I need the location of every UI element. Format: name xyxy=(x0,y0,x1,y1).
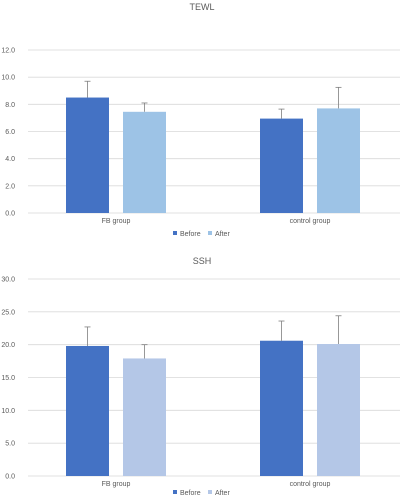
y-tick-label: 8.0 xyxy=(5,102,15,109)
legend-label-after: After xyxy=(215,490,230,497)
y-tick-label: 2.0 xyxy=(5,183,15,190)
bar-after-1 xyxy=(317,108,360,213)
legend-label-after: After xyxy=(215,231,230,238)
chart-tewl: TEWL 0.0 2.0 4.0 6.0 8.0 10.0 12.0 FB group contr… xyxy=(1,2,400,238)
y-tick-label: 30.0 xyxy=(1,277,15,284)
category-label: FB group xyxy=(102,218,131,225)
bar-before-1 xyxy=(260,340,303,476)
y-tick-label: 10.0 xyxy=(1,75,15,82)
y-tick-label: 25.0 xyxy=(1,309,15,316)
chart-ssh: SSH 0.0 5.0 10.0 15.0 20.0 25.0 30.0 FB group con… xyxy=(1,256,400,497)
bar-after-0 xyxy=(123,358,166,476)
y-tick-label: 15.0 xyxy=(1,375,15,382)
bar-after-0 xyxy=(123,111,166,213)
category-label: control group xyxy=(290,218,331,225)
y-tick-label: 5.0 xyxy=(5,441,15,448)
y-tick-label: 4.0 xyxy=(5,156,15,163)
legend-swatch-after xyxy=(208,490,212,494)
category-label: FB group xyxy=(102,481,131,488)
bar-before-0 xyxy=(66,97,109,213)
y-tick-label: 10.0 xyxy=(1,408,15,415)
y-tick-label: 0.0 xyxy=(5,474,15,481)
legend-swatch-before xyxy=(173,231,177,235)
y-tick-label: 20.0 xyxy=(1,342,15,349)
y-tick-label: 0.0 xyxy=(5,211,15,218)
legend-label-before: Before xyxy=(180,231,201,238)
y-tick-label: 6.0 xyxy=(5,129,15,136)
legend-swatch-after xyxy=(208,231,212,235)
category-label: control group xyxy=(290,481,331,488)
y-tick-label: 12.0 xyxy=(1,48,15,55)
chart-title: TEWL xyxy=(189,2,214,12)
bar-before-0 xyxy=(66,345,109,476)
legend-swatch-before xyxy=(173,490,177,494)
bar-after-1 xyxy=(317,344,360,476)
bar-before-1 xyxy=(260,118,303,213)
chart-title: SSH xyxy=(193,256,212,266)
legend-label-before: Before xyxy=(180,490,201,497)
